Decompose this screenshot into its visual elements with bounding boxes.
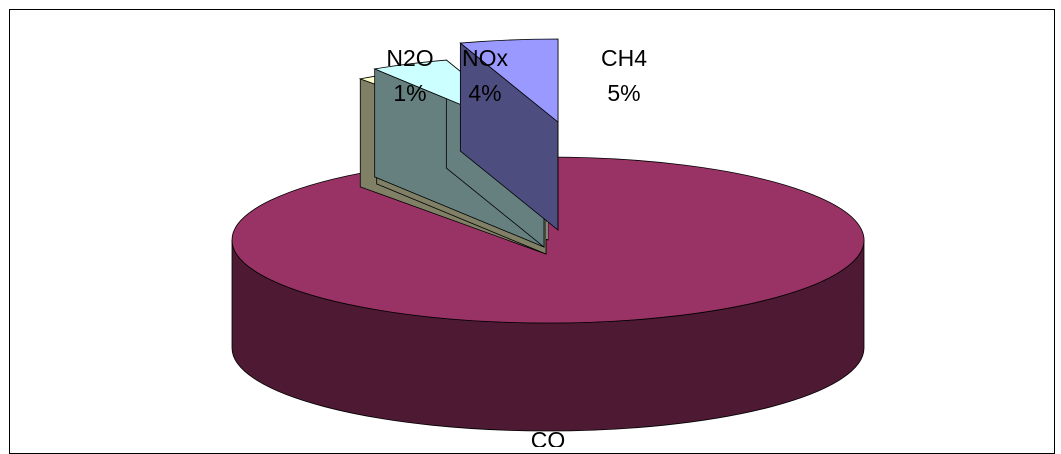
slice-label-nox-name: NOx xyxy=(462,45,509,71)
labels-layer: N2O 1% NOx 4% CH4 5% CO xyxy=(386,45,647,447)
slice-co-top xyxy=(231,156,865,324)
slice-ch4 xyxy=(459,38,559,231)
slice-label-nox-percent: 4% xyxy=(468,80,501,106)
slice-co xyxy=(231,156,865,432)
slices-layer xyxy=(231,38,865,432)
slice-label-co-name: CO xyxy=(531,427,566,447)
slice-label-ch4-percent: 5% xyxy=(607,80,640,106)
slice-label-ch4-name: CH4 xyxy=(601,45,647,71)
slice-label-n2o-percent: 1% xyxy=(393,80,426,106)
slice-label-n2o-name: N2O xyxy=(386,45,433,71)
slice-ch4-top xyxy=(459,38,559,123)
